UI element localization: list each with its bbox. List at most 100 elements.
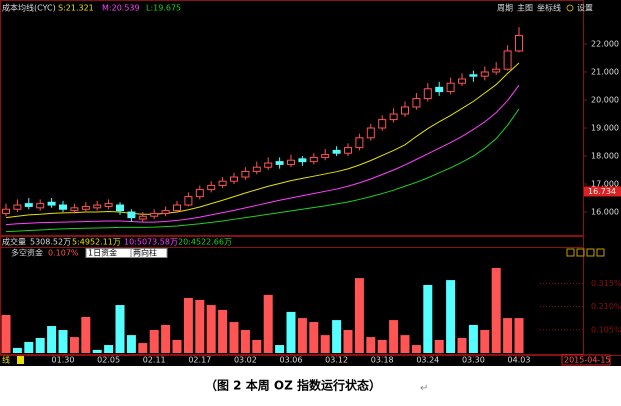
x-tick-label: 03.30 [462, 356, 485, 365]
menu-item[interactable]: 设置 [577, 3, 593, 13]
y-tick-label: 20.000 [591, 95, 619, 104]
legend-entry: S:21.321 [58, 4, 94, 13]
bar [115, 305, 125, 353]
indicator-marker [17, 356, 24, 364]
candle-body [264, 162, 273, 168]
bar [81, 316, 91, 353]
menu-item[interactable]: 坐标线 [537, 3, 561, 13]
candle-body [241, 170, 250, 178]
volume-ma: 5:4952.11万 [72, 238, 121, 247]
panel-icon[interactable] [586, 248, 595, 257]
bar [297, 318, 307, 353]
bar [240, 330, 250, 353]
main-frame [0, 0, 584, 236]
bar [172, 339, 182, 353]
price-tag-label: 16.734 [588, 187, 616, 196]
candle-body [389, 113, 398, 121]
candle-body [401, 106, 409, 115]
bar [423, 284, 433, 353]
menu-item[interactable]: 主图 [517, 3, 533, 13]
panel-icon[interactable] [596, 248, 605, 257]
volume-ma: 10:5073.58万 [124, 238, 178, 247]
candle-body [138, 215, 147, 220]
candle-body [355, 137, 364, 149]
bar [514, 318, 524, 353]
bar [389, 320, 399, 353]
menu-item[interactable]: 周期 [497, 4, 513, 13]
panel-icon[interactable] [576, 248, 585, 257]
panel-title: 多空资金 [11, 248, 43, 258]
bar [491, 267, 501, 353]
x-tick-label: 02.05 [97, 356, 120, 365]
bar [161, 324, 171, 353]
indicator-label: 线 [2, 355, 10, 365]
candle-body [332, 149, 341, 154]
bar [1, 315, 11, 353]
x-tick-label: 04.03 [508, 356, 531, 365]
ma-line [5, 108, 520, 233]
candle-body [230, 176, 238, 182]
y-tick-label: 0.315% [591, 279, 621, 288]
fund-frame [0, 247, 584, 355]
candle-body [218, 180, 227, 186]
candle-body [81, 205, 90, 210]
candle-body [469, 74, 478, 77]
date-text: 2015-04-15 [564, 356, 611, 365]
bar [446, 280, 456, 353]
bar [218, 309, 228, 353]
y-tick-label: 19.000 [591, 124, 619, 133]
panel-icon[interactable] [566, 248, 575, 257]
candle-body [344, 147, 352, 154]
bar [309, 322, 319, 353]
bar [275, 345, 285, 353]
candle-body [59, 204, 67, 210]
x-tick-label: 02.11 [143, 356, 166, 365]
candle-body [93, 204, 102, 209]
bar [480, 330, 490, 353]
candle-body [298, 158, 307, 163]
ma-line [5, 62, 520, 219]
bar [503, 318, 513, 353]
volume-label: 成交量 [2, 237, 26, 247]
candle-body [446, 82, 455, 93]
candle-body [2, 208, 10, 214]
bar [126, 335, 136, 353]
bar [149, 330, 159, 353]
dropdown-text[interactable]: 两向柱 [133, 248, 157, 258]
candle-body [503, 50, 512, 70]
bar [206, 305, 216, 353]
bar [183, 297, 193, 353]
y-tick-label: 0.105% [591, 325, 621, 334]
bar [47, 326, 57, 353]
bar [58, 330, 68, 353]
bar [195, 299, 205, 353]
legend-entry: L:19.675 [146, 4, 181, 13]
candle-body [458, 78, 466, 84]
candle-body [378, 119, 387, 129]
settings-icon[interactable] [566, 4, 574, 12]
candle-body [321, 154, 330, 158]
candle-body [480, 71, 489, 77]
candle-body [13, 204, 22, 210]
volume-ma: 20:4522.66万 [178, 238, 232, 247]
candle-body [104, 203, 113, 207]
candle-body [116, 204, 124, 212]
candle-body [435, 86, 444, 93]
candle-body [252, 166, 261, 172]
y-tick-label: 18.000 [591, 152, 619, 161]
price-tag [584, 186, 621, 197]
bar [343, 330, 353, 353]
bar [286, 311, 296, 353]
dropdown-text[interactable]: 1日资金 [88, 248, 117, 258]
dropdown[interactable] [130, 248, 168, 258]
candle-body [412, 98, 421, 108]
bar [320, 335, 330, 353]
candle-body [423, 88, 432, 100]
bar [229, 322, 239, 353]
x-tick-label: 03.06 [280, 356, 303, 365]
bar [457, 337, 467, 353]
candle-body [173, 204, 181, 212]
x-tick-label: 01.30 [52, 356, 75, 365]
